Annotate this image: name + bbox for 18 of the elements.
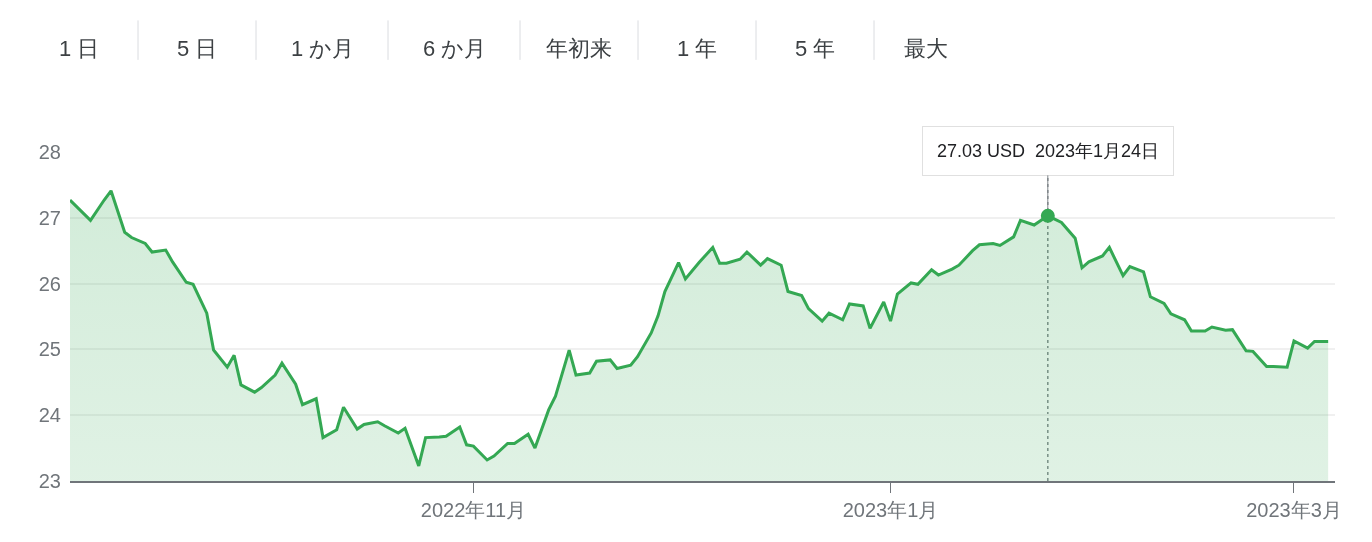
text: 最大 xyxy=(904,36,948,61)
y-tick-label: 28 xyxy=(38,141,61,163)
y-tick-label: 25 xyxy=(38,338,61,361)
x-tick-label: 2023年1月 xyxy=(842,499,939,521)
x-tick-label: 2023年3月 xyxy=(1246,499,1342,521)
text: 5 年 xyxy=(795,36,836,61)
text: 1 か月 xyxy=(291,36,355,61)
y-tick-label: 23 xyxy=(38,470,61,492)
annotation: 27.03 USD 2023年1月24日 xyxy=(937,141,1160,161)
y-tick-label: 26 xyxy=(38,272,61,295)
text: 年初来 xyxy=(546,36,612,61)
x-tick-label: 2022年11月 xyxy=(420,499,527,521)
y-tick-label: 27 xyxy=(38,206,61,229)
text: 1 年 xyxy=(677,36,718,61)
y-tick-label: 24 xyxy=(38,404,61,427)
text: 5 日 xyxy=(177,36,218,61)
text: 1 日 xyxy=(59,36,100,61)
text: 6 か月 xyxy=(423,36,487,61)
